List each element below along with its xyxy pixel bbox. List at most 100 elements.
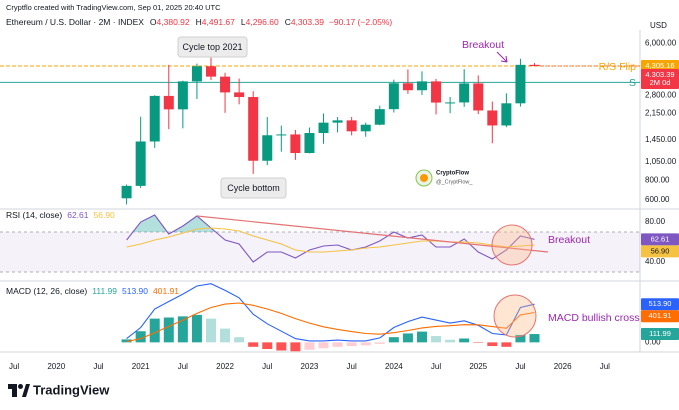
candle-body — [290, 134, 301, 153]
rsi-title: RSI (14, close) — [6, 210, 62, 220]
macd-histogram-bar — [360, 342, 371, 346]
candle-body — [276, 134, 287, 136]
macd-histogram-bar — [248, 342, 259, 347]
y-tick-label: 800.00 — [645, 175, 670, 184]
x-tick-label: 2025 — [469, 362, 487, 371]
x-tick-label: Jul — [431, 362, 441, 371]
macd-tick-label: 0.00 — [645, 337, 661, 346]
countdown-box — [641, 77, 679, 90]
legend-value: 4,491.67 — [202, 17, 235, 27]
legend-value: 4,296.60 — [246, 17, 279, 27]
candle-body — [163, 95, 174, 110]
candle-body — [262, 135, 273, 161]
macd-value-label: 513.90 — [649, 299, 672, 308]
macd-histogram-bar — [177, 316, 188, 343]
y-tick-label: 1,050.00 — [645, 157, 677, 166]
candle-body — [402, 83, 413, 91]
y-tick-label: 2,150.00 — [645, 108, 677, 117]
legend-change: −90.17 (−2.05%) — [329, 17, 392, 27]
watermark-logo — [420, 174, 428, 182]
candle-body — [431, 81, 442, 103]
macd-legend-value: 111.99 — [92, 286, 117, 296]
x-tick-label: 2022 — [216, 362, 234, 371]
candle-body — [318, 122, 329, 134]
candle-body — [304, 133, 315, 153]
legend-value: 4,380.92 — [157, 17, 190, 27]
rsi-legend-value: 56.90 — [94, 210, 116, 220]
legend: Ethereum / U.S. Dollar · 2M · INDEX O4,38… — [6, 17, 392, 27]
candle-body — [374, 109, 385, 125]
annotation-box — [177, 36, 248, 58]
macd-histogram-bar — [529, 334, 540, 343]
watermark-name: CryptoFlow — [436, 171, 469, 177]
macd-line — [126, 302, 535, 343]
credit: Cryptflo created with TradingView.com, S… — [6, 3, 221, 12]
candle-body — [459, 83, 470, 103]
brand-logo — [22, 384, 30, 397]
legend-key: O — [150, 17, 157, 27]
rsi-line — [126, 214, 535, 263]
macd-histogram-bar — [515, 334, 526, 343]
candle-body — [501, 103, 512, 126]
macd-histogram-bar — [149, 318, 160, 343]
annotation: Cycle bottom — [227, 183, 280, 193]
macd-histogram-bar — [501, 342, 512, 347]
macd-histogram-bar — [332, 342, 343, 347]
candle-body — [205, 66, 216, 77]
candle-body — [473, 83, 484, 111]
macd-value-box — [641, 298, 679, 311]
rsi-tick-label: 40.00 — [645, 257, 666, 266]
candle-body — [360, 124, 371, 132]
level-name: R/S Flip — [599, 61, 637, 73]
legend-key: L — [241, 17, 246, 27]
annotation: Breakout — [548, 234, 590, 246]
rsi-line — [126, 227, 535, 253]
candle-body — [135, 141, 146, 186]
rsi-value-label: 62.61 — [651, 234, 670, 243]
macd-histogram-bar — [220, 328, 231, 343]
macd-value-label: 401.91 — [649, 311, 672, 320]
rsi-legend: RSI (14, close) 62.61 56.90 — [6, 210, 115, 220]
chart-title: Ethereum / U.S. Dollar · 2M · INDEX — [6, 17, 144, 27]
macd-value-box — [641, 310, 679, 323]
annotation: MACD bullish cross — [548, 312, 640, 324]
rsi-legend-value: 62.61 — [67, 210, 89, 220]
x-tick-label: 2026 — [554, 362, 572, 371]
x-tick-label: 2020 — [47, 362, 65, 371]
macd-histogram-bar — [416, 331, 427, 343]
x-tick-label: 2021 — [132, 362, 150, 371]
x-tick-label: Jul — [9, 362, 19, 371]
candle-body — [529, 64, 540, 67]
marks-layer — [121, 57, 640, 352]
candle-body — [332, 120, 343, 123]
x-tick-label: 2023 — [301, 362, 319, 371]
brand-logo — [18, 384, 23, 389]
x-tick-label: Jul — [600, 362, 610, 371]
watermark-handle: @_CryptFlow_ — [436, 179, 473, 185]
x-tick-label: Jul — [262, 362, 272, 371]
candle-body — [416, 81, 427, 91]
candle-body — [149, 95, 160, 142]
macd-histogram-bar — [191, 314, 202, 343]
candle-body — [177, 81, 188, 110]
macd-histogram-bar — [402, 333, 413, 343]
legend-key: C — [285, 17, 291, 27]
y-tick-label: 2,800.00 — [645, 90, 677, 99]
macd-histogram-bar — [459, 338, 470, 343]
macd-value-box — [641, 328, 679, 341]
level-name: S — [629, 77, 636, 89]
candle-body — [248, 97, 259, 161]
macd-histogram-bar — [346, 342, 357, 347]
macd-histogram-bar — [487, 342, 498, 347]
legend-key: H — [196, 17, 202, 27]
rsi-tick-label: 80.00 — [645, 217, 666, 226]
macd-title: MACD (12, 26, close) — [6, 286, 87, 296]
x-tick-label: Jul — [515, 362, 525, 371]
candle-body — [487, 110, 498, 126]
rsi-value-box — [641, 245, 679, 258]
annotation: Breakout — [462, 39, 504, 51]
x-tick-label: Jul — [347, 362, 357, 371]
